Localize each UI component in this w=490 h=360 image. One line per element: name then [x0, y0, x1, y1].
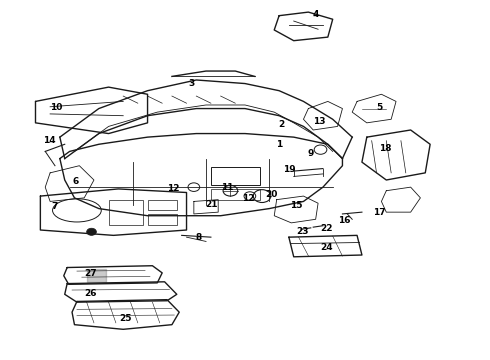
Text: 13: 13	[313, 117, 326, 126]
Text: 24: 24	[320, 243, 333, 252]
Circle shape	[87, 228, 97, 235]
Text: 4: 4	[313, 10, 319, 19]
Text: 12: 12	[242, 194, 255, 203]
Text: 15: 15	[290, 201, 302, 210]
Text: 2: 2	[278, 120, 285, 129]
Text: 12: 12	[167, 184, 179, 193]
Text: 23: 23	[296, 227, 309, 236]
Bar	[109, 200, 143, 225]
Text: 11: 11	[220, 183, 233, 192]
Text: 20: 20	[266, 190, 278, 199]
Text: 3: 3	[188, 79, 195, 88]
Text: 6: 6	[73, 177, 79, 186]
Text: 5: 5	[376, 103, 382, 112]
Text: 21: 21	[206, 200, 218, 209]
Text: 17: 17	[373, 208, 385, 217]
Bar	[211, 167, 260, 185]
Bar	[147, 200, 177, 210]
Text: 19: 19	[284, 166, 296, 175]
Text: 10: 10	[50, 103, 63, 112]
Text: 27: 27	[84, 269, 97, 278]
Text: 26: 26	[84, 289, 97, 298]
Text: 22: 22	[320, 224, 333, 233]
Text: 8: 8	[196, 233, 202, 242]
Bar	[211, 189, 260, 200]
Text: 18: 18	[379, 144, 392, 153]
Text: 14: 14	[43, 136, 55, 145]
Text: 9: 9	[308, 149, 314, 158]
Text: 7: 7	[52, 202, 58, 211]
Text: 16: 16	[338, 216, 350, 225]
Text: 25: 25	[120, 314, 132, 323]
Text: 1: 1	[276, 140, 282, 149]
Bar	[147, 214, 177, 225]
